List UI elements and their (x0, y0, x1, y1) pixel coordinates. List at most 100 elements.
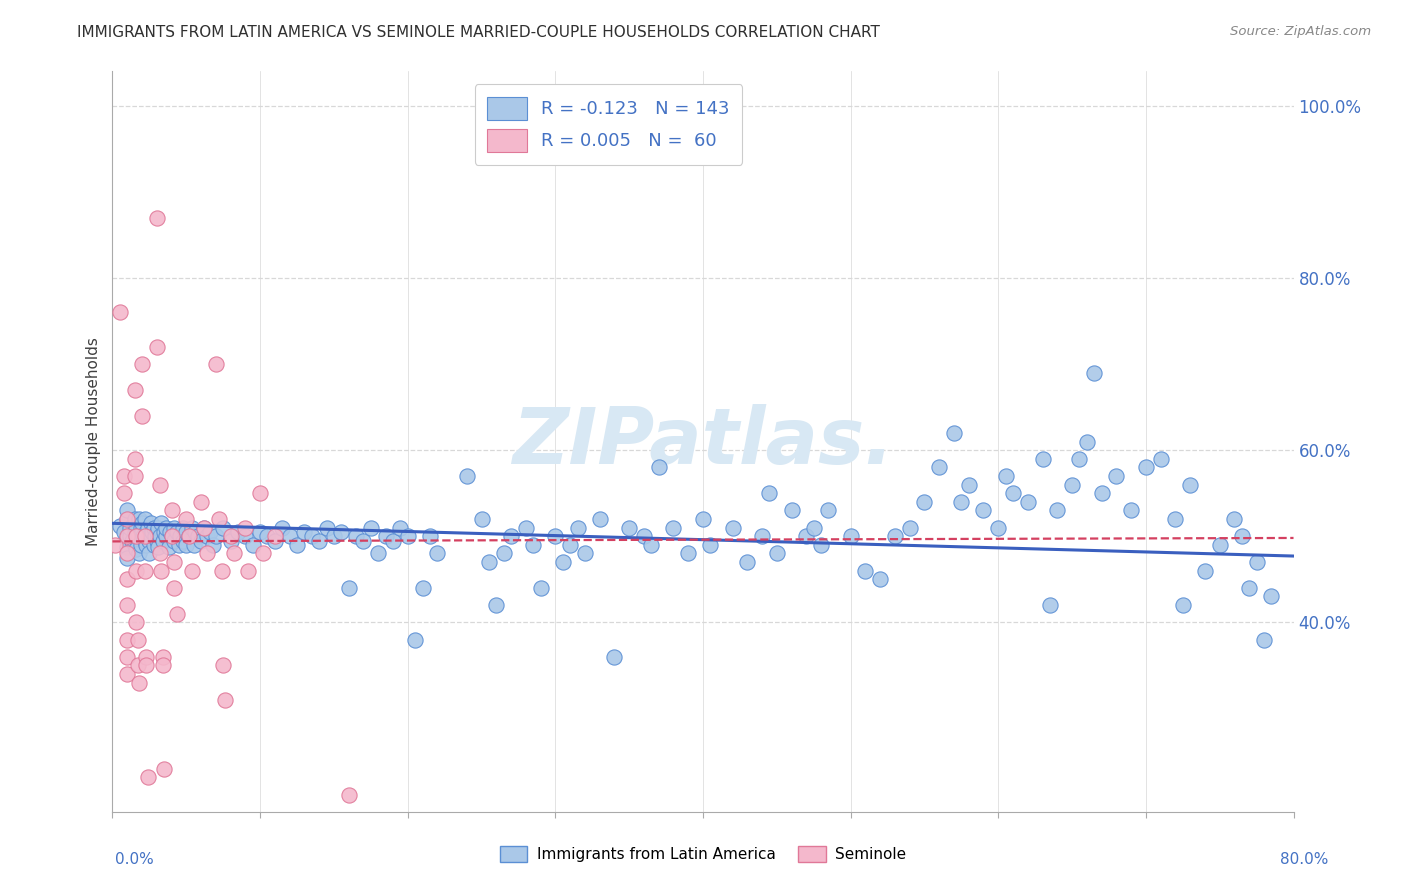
Point (426, 546, 449, 560)
Point (138, 533, 160, 548)
Point (117, 503, 138, 517)
Point (1091, 486, 1114, 500)
Point (233, 529, 256, 543)
Point (419, 529, 441, 543)
Point (249, 486, 271, 500)
Point (148, 540, 170, 554)
Point (211, 564, 233, 578)
Text: 80.0%: 80.0% (1281, 852, 1329, 867)
Point (987, 521, 1010, 535)
Point (125, 542, 148, 557)
Point (193, 521, 215, 535)
Point (214, 693, 236, 707)
Point (190, 533, 212, 548)
Point (163, 521, 186, 535)
Point (942, 425, 965, 440)
Point (1083, 366, 1105, 380)
Point (1032, 451, 1054, 466)
Point (163, 581, 186, 595)
Point (551, 555, 574, 569)
Point (149, 546, 172, 560)
Point (120, 529, 142, 543)
Point (1119, 503, 1142, 517)
Point (404, 632, 426, 647)
Point (195, 546, 218, 560)
Point (817, 503, 839, 517)
Y-axis label: Married-couple Households: Married-couple Households (86, 337, 101, 546)
Point (205, 357, 228, 371)
Point (411, 581, 433, 595)
Point (208, 512, 231, 526)
Point (155, 521, 177, 535)
Point (558, 538, 582, 552)
Point (1230, 529, 1253, 543)
Point (108, 305, 131, 319)
Point (155, 529, 177, 543)
Point (574, 546, 596, 560)
Point (219, 533, 242, 548)
Point (222, 546, 245, 560)
Point (1164, 512, 1187, 526)
Point (367, 546, 389, 560)
Point (1062, 477, 1084, 491)
Point (264, 533, 287, 548)
Point (152, 533, 174, 548)
Point (950, 495, 973, 509)
Point (112, 524, 135, 539)
Point (152, 658, 174, 673)
Point (149, 477, 172, 491)
Point (374, 529, 396, 543)
Point (117, 546, 138, 560)
Point (146, 340, 169, 354)
Point (169, 529, 191, 543)
Point (125, 521, 148, 535)
Point (485, 598, 508, 612)
Point (153, 524, 176, 539)
Point (264, 529, 287, 543)
Point (382, 533, 405, 548)
Point (389, 521, 412, 535)
Point (640, 538, 662, 552)
Point (1105, 469, 1128, 483)
Point (839, 529, 862, 543)
Point (127, 658, 149, 673)
Point (112, 469, 135, 483)
Point (1194, 564, 1216, 578)
Point (124, 538, 146, 552)
Point (134, 564, 156, 578)
Point (108, 519, 131, 533)
Point (131, 409, 153, 423)
Point (721, 521, 744, 535)
Point (796, 529, 818, 543)
Point (142, 538, 165, 552)
Point (337, 581, 360, 595)
Point (117, 531, 138, 545)
Point (1039, 598, 1062, 612)
Text: Source: ZipAtlas.com: Source: ZipAtlas.com (1230, 25, 1371, 38)
Legend: R = -0.123   N = 143, R = 0.005   N =  60: R = -0.123 N = 143, R = 0.005 N = 60 (475, 84, 742, 165)
Point (134, 533, 156, 548)
Point (136, 521, 159, 535)
Point (117, 512, 138, 526)
Point (898, 521, 921, 535)
Point (212, 658, 235, 673)
Point (1260, 590, 1282, 604)
Point (121, 533, 143, 548)
Point (135, 649, 157, 664)
Point (179, 529, 201, 543)
Point (1076, 434, 1098, 449)
Point (285, 538, 308, 552)
Point (751, 529, 773, 543)
Point (172, 533, 194, 548)
Point (323, 529, 346, 543)
Point (337, 788, 360, 802)
Point (238, 564, 260, 578)
Point (187, 529, 209, 543)
Point (146, 524, 169, 539)
Point (219, 529, 242, 543)
Point (183, 538, 205, 552)
Point (456, 469, 478, 483)
Point (190, 495, 212, 509)
Point (973, 503, 995, 517)
Point (308, 533, 330, 548)
